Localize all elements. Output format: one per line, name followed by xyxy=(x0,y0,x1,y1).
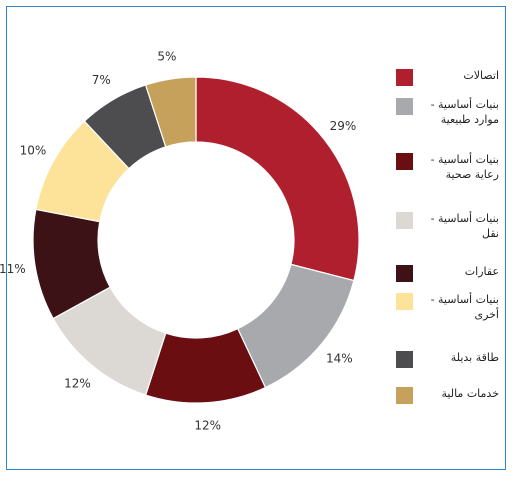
slice-value-label: 5% xyxy=(157,49,176,63)
slice-value-label: 12% xyxy=(64,376,91,390)
legend-swatch xyxy=(396,153,413,170)
legend-label: عقارات xyxy=(464,265,499,278)
legend-item-telecom: اتصالات xyxy=(396,68,500,86)
legend-label: بنيات أساسية - نقل xyxy=(430,212,499,240)
legend-label: بنيات أساسية - أخرى xyxy=(430,293,499,321)
slice-value-label: 7% xyxy=(92,73,111,87)
legend-item-financial: خدمات مالية xyxy=(396,386,500,404)
legend-swatch xyxy=(396,265,413,282)
donut-slices xyxy=(32,76,360,404)
legend-item-alt-energy: طاقة بديلة xyxy=(396,350,500,368)
slice-value-label: 14% xyxy=(326,352,353,366)
legend-label: بنيات أساسية - موارد طبيعية xyxy=(430,98,499,126)
legend-swatch xyxy=(396,293,413,310)
legend-item-other-infra: بنيات أساسية - أخرى xyxy=(396,292,500,322)
legend-swatch xyxy=(396,212,413,229)
legend-swatch xyxy=(396,387,413,404)
legend-label: خدمات مالية xyxy=(441,387,499,400)
legend-label: اتصالات xyxy=(463,69,499,82)
legend-swatch xyxy=(396,69,413,86)
legend-item-healthcare: بنيات أساسية - رعاية صحية xyxy=(396,152,500,182)
legend-item-transport: بنيات أساسية - نقل xyxy=(396,211,500,241)
legend-label: طاقة بديلة xyxy=(450,351,499,364)
legend-swatch xyxy=(396,98,413,115)
legend-swatch xyxy=(396,351,413,368)
legend-item-real-estate: عقارات xyxy=(396,264,500,282)
slice-value-label: 10% xyxy=(20,143,47,157)
slice-value-label: 12% xyxy=(194,419,221,433)
slice-value-label: 29% xyxy=(330,119,357,133)
slice-value-label: 11% xyxy=(0,262,26,276)
legend-item-natural-resources: بنيات أساسية - موارد طبيعية xyxy=(396,97,500,127)
legend: اتصالات بنيات أساسية - موارد طبيعية بنيا… xyxy=(396,0,508,480)
legend-label: بنيات أساسية - رعاية صحية xyxy=(430,153,499,181)
slice-labels: 29% 14% 12% 12% 11% 10% 7% 5% xyxy=(0,49,356,432)
donut-slice xyxy=(195,76,360,282)
donut-slice xyxy=(144,76,197,148)
